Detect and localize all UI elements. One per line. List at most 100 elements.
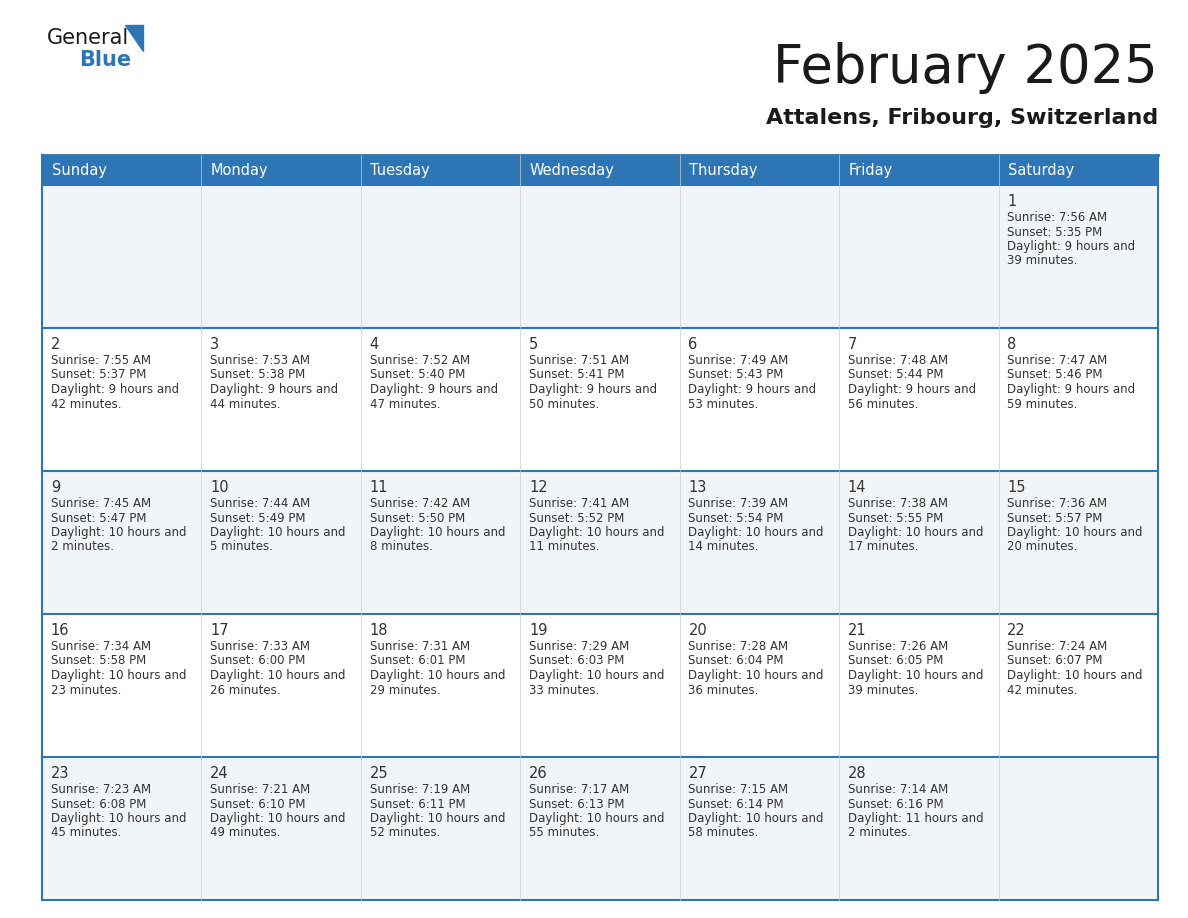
- Text: Sunrise: 7:45 AM: Sunrise: 7:45 AM: [51, 497, 151, 510]
- Text: Sunrise: 7:41 AM: Sunrise: 7:41 AM: [529, 497, 630, 510]
- Bar: [202, 155, 361, 185]
- Bar: [202, 757, 361, 900]
- Text: 3: 3: [210, 337, 220, 352]
- Text: Sunrise: 7:31 AM: Sunrise: 7:31 AM: [369, 640, 469, 653]
- Text: Sunrise: 7:15 AM: Sunrise: 7:15 AM: [689, 783, 789, 796]
- Text: Daylight: 9 hours and: Daylight: 9 hours and: [1007, 240, 1136, 253]
- Text: Sunrise: 7:19 AM: Sunrise: 7:19 AM: [369, 783, 470, 796]
- Text: Sunset: 5:54 PM: Sunset: 5:54 PM: [689, 511, 784, 524]
- Text: Sunrise: 7:39 AM: Sunrise: 7:39 AM: [689, 497, 789, 510]
- Text: Sunrise: 7:44 AM: Sunrise: 7:44 AM: [210, 497, 310, 510]
- Text: Daylight: 10 hours and: Daylight: 10 hours and: [848, 526, 984, 539]
- Text: Wednesday: Wednesday: [530, 162, 614, 177]
- Text: 2: 2: [51, 337, 61, 352]
- Text: Daylight: 10 hours and: Daylight: 10 hours and: [51, 812, 187, 825]
- Text: 26: 26: [529, 766, 548, 781]
- Bar: [361, 185, 520, 328]
- Text: Daylight: 10 hours and: Daylight: 10 hours and: [369, 526, 505, 539]
- Text: 59 minutes.: 59 minutes.: [1007, 397, 1078, 410]
- Text: 23: 23: [51, 766, 69, 781]
- Text: 50 minutes.: 50 minutes.: [529, 397, 599, 410]
- Text: Sunrise: 7:48 AM: Sunrise: 7:48 AM: [848, 354, 948, 367]
- Text: Daylight: 10 hours and: Daylight: 10 hours and: [210, 812, 346, 825]
- Text: 55 minutes.: 55 minutes.: [529, 826, 599, 839]
- Text: Sunrise: 7:28 AM: Sunrise: 7:28 AM: [689, 640, 789, 653]
- Text: Daylight: 10 hours and: Daylight: 10 hours and: [689, 526, 824, 539]
- Text: Sunset: 6:08 PM: Sunset: 6:08 PM: [51, 798, 146, 811]
- Text: Daylight: 9 hours and: Daylight: 9 hours and: [369, 383, 498, 396]
- Bar: [361, 471, 520, 614]
- Bar: [839, 328, 999, 471]
- Bar: [999, 614, 1158, 757]
- Text: Daylight: 10 hours and: Daylight: 10 hours and: [689, 812, 824, 825]
- Text: 4: 4: [369, 337, 379, 352]
- Text: Sunrise: 7:14 AM: Sunrise: 7:14 AM: [848, 783, 948, 796]
- Text: 22: 22: [1007, 623, 1026, 638]
- Text: Sunrise: 7:34 AM: Sunrise: 7:34 AM: [51, 640, 151, 653]
- Text: 11 minutes.: 11 minutes.: [529, 541, 600, 554]
- Text: 17 minutes.: 17 minutes.: [848, 541, 918, 554]
- Text: Sunset: 5:40 PM: Sunset: 5:40 PM: [369, 368, 465, 382]
- Bar: [680, 757, 839, 900]
- Text: 5: 5: [529, 337, 538, 352]
- Text: Sunset: 5:58 PM: Sunset: 5:58 PM: [51, 655, 146, 667]
- Text: Sunset: 5:55 PM: Sunset: 5:55 PM: [848, 511, 943, 524]
- Text: Sunrise: 7:29 AM: Sunrise: 7:29 AM: [529, 640, 630, 653]
- Bar: [42, 757, 202, 900]
- Bar: [202, 471, 361, 614]
- Text: Sunset: 5:49 PM: Sunset: 5:49 PM: [210, 511, 305, 524]
- Text: 8 minutes.: 8 minutes.: [369, 541, 432, 554]
- Text: Sunrise: 7:53 AM: Sunrise: 7:53 AM: [210, 354, 310, 367]
- Text: 53 minutes.: 53 minutes.: [689, 397, 759, 410]
- Bar: [839, 185, 999, 328]
- Text: 6: 6: [689, 337, 697, 352]
- Text: 33 minutes.: 33 minutes.: [529, 684, 599, 697]
- Text: Sunset: 6:03 PM: Sunset: 6:03 PM: [529, 655, 625, 667]
- Text: Friday: Friday: [848, 162, 893, 177]
- Text: Sunrise: 7:42 AM: Sunrise: 7:42 AM: [369, 497, 470, 510]
- Bar: [520, 328, 680, 471]
- Text: 25: 25: [369, 766, 388, 781]
- Text: Sunset: 6:07 PM: Sunset: 6:07 PM: [1007, 655, 1102, 667]
- Text: 7: 7: [848, 337, 858, 352]
- Text: Sunrise: 7:23 AM: Sunrise: 7:23 AM: [51, 783, 151, 796]
- Text: Sunset: 6:01 PM: Sunset: 6:01 PM: [369, 655, 466, 667]
- Bar: [361, 155, 520, 185]
- Text: Daylight: 10 hours and: Daylight: 10 hours and: [51, 526, 187, 539]
- Text: 27: 27: [689, 766, 707, 781]
- Bar: [361, 614, 520, 757]
- Text: 56 minutes.: 56 minutes.: [848, 397, 918, 410]
- Bar: [520, 614, 680, 757]
- Text: Daylight: 10 hours and: Daylight: 10 hours and: [529, 812, 664, 825]
- Bar: [839, 155, 999, 185]
- Bar: [42, 471, 202, 614]
- Bar: [839, 757, 999, 900]
- Text: 16: 16: [51, 623, 69, 638]
- Text: Sunrise: 7:47 AM: Sunrise: 7:47 AM: [1007, 354, 1107, 367]
- Text: 1: 1: [1007, 194, 1017, 209]
- Text: Sunrise: 7:55 AM: Sunrise: 7:55 AM: [51, 354, 151, 367]
- Text: Sunrise: 7:33 AM: Sunrise: 7:33 AM: [210, 640, 310, 653]
- Text: 28: 28: [848, 766, 866, 781]
- Bar: [520, 757, 680, 900]
- Text: Sunrise: 7:49 AM: Sunrise: 7:49 AM: [689, 354, 789, 367]
- Bar: [361, 757, 520, 900]
- Text: Daylight: 10 hours and: Daylight: 10 hours and: [529, 669, 664, 682]
- Text: 44 minutes.: 44 minutes.: [210, 397, 280, 410]
- Text: Blue: Blue: [78, 50, 131, 70]
- Text: Sunset: 6:05 PM: Sunset: 6:05 PM: [848, 655, 943, 667]
- Text: 42 minutes.: 42 minutes.: [1007, 684, 1078, 697]
- Text: February 2025: February 2025: [773, 42, 1158, 94]
- Text: Sunset: 6:11 PM: Sunset: 6:11 PM: [369, 798, 466, 811]
- Text: Sunset: 5:57 PM: Sunset: 5:57 PM: [1007, 511, 1102, 524]
- Text: 45 minutes.: 45 minutes.: [51, 826, 121, 839]
- Text: Daylight: 10 hours and: Daylight: 10 hours and: [210, 669, 346, 682]
- Text: Daylight: 9 hours and: Daylight: 9 hours and: [1007, 383, 1136, 396]
- Text: Sunset: 5:50 PM: Sunset: 5:50 PM: [369, 511, 465, 524]
- Text: 52 minutes.: 52 minutes.: [369, 826, 440, 839]
- Text: Daylight: 10 hours and: Daylight: 10 hours and: [210, 526, 346, 539]
- Bar: [839, 471, 999, 614]
- Bar: [680, 328, 839, 471]
- Text: 21: 21: [848, 623, 866, 638]
- Text: Sunset: 5:47 PM: Sunset: 5:47 PM: [51, 511, 146, 524]
